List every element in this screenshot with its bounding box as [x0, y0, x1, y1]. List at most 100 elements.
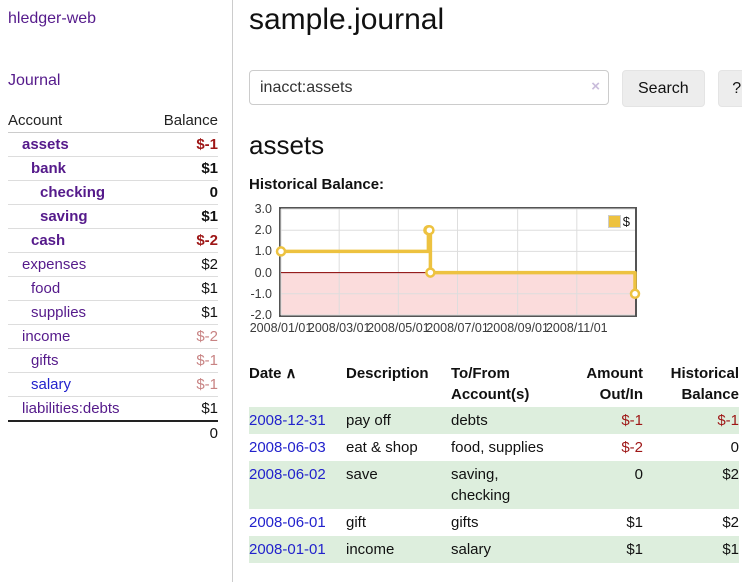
chart-plot-area: $	[275, 207, 641, 317]
account-link-liabilities-debts[interactable]: liabilities:debts	[22, 400, 120, 417]
register-balance-cell: $2	[722, 514, 739, 531]
journal-link[interactable]: Journal	[8, 72, 61, 89]
accounts-total-value: 0	[149, 420, 218, 445]
account-link-salary[interactable]: salary	[31, 376, 72, 393]
register-amount-cell: $1	[626, 514, 643, 531]
register-date-cell: 2008-06-02	[249, 461, 346, 509]
account-row: saving $1	[8, 204, 218, 229]
main-content: sample.journal × Search ? assets Histori…	[233, 0, 742, 582]
account-link-gifts[interactable]: gifts	[31, 352, 59, 369]
account-link-bank[interactable]: bank	[31, 160, 67, 177]
search-button[interactable]: Search	[622, 70, 705, 107]
account-row: salary $-1	[8, 372, 218, 397]
x-axis-tick-label: 2008/05/01	[367, 321, 430, 335]
account-name-cell: income	[8, 324, 150, 349]
y-axis-tick-label: 3.0	[254, 202, 272, 216]
x-axis-tick-label: 2008/11/01	[545, 321, 608, 335]
account-row: bank $1	[8, 156, 218, 181]
chart-wrap: $ 3.0 2.0 1.0 0.0 -1.0 -2.0 2008/01/01 2008/03/…	[250, 202, 641, 335]
account-balance: $-1	[149, 348, 218, 373]
x-axis-tick-label: 2008/09/01	[486, 321, 549, 335]
transaction-date-link[interactable]: 2008-06-01	[249, 514, 326, 531]
account-row: assets $-1	[8, 132, 218, 157]
account-line: gifts	[451, 514, 479, 531]
y-axis-tick-label: -1.0	[250, 286, 272, 301]
account-link-expenses[interactable]: expenses	[22, 256, 87, 273]
sidebar: hledger-web Journal Account Balance asse…	[0, 0, 233, 582]
account-balance: $-1	[149, 132, 218, 157]
register-col-description: Description	[346, 365, 429, 382]
account-name-cell: saving	[8, 204, 150, 229]
account-name-cell: expenses	[8, 252, 150, 277]
register-row: 2008-06-01 gift gifts $1 $2	[249, 509, 739, 536]
account-row: cash $-2	[8, 228, 218, 253]
account-name-cell: food	[8, 276, 150, 301]
account-link-cash[interactable]: cash	[31, 232, 66, 249]
transaction-date-link[interactable]: 2008-06-03	[249, 439, 326, 456]
transaction-date-link[interactable]: 2008-12-31	[249, 412, 326, 429]
register-accounts-cell: salary	[451, 536, 579, 563]
y-axis-tick-label: 2.0	[254, 223, 272, 238]
accounts-header-row: Account Balance	[8, 109, 218, 133]
register-row: 2008-06-03 eat & shop food, supplies $-2 0	[249, 434, 739, 461]
account-row: gifts $-1	[8, 348, 218, 373]
account-name-cell: salary	[8, 372, 150, 397]
account-row: income $-2	[8, 324, 218, 349]
x-axis-tick-label: 2008/03/01	[307, 321, 371, 335]
accounts-col-balance: Balance	[149, 109, 218, 133]
register-accounts-cell: gifts	[451, 509, 579, 536]
search-box: ×	[249, 70, 609, 107]
accounts-table: Account Balance assets $-1 bank $1 checking 0…	[8, 109, 218, 445]
register-accounts-cell: saving, checking	[451, 461, 579, 509]
search-input[interactable]	[249, 70, 609, 105]
accounts-total-row: 0	[8, 420, 218, 445]
register-date-cell: 2008-01-01	[249, 536, 346, 563]
account-row: food $1	[8, 276, 218, 301]
register-col-balance: Historical Balance	[670, 365, 739, 403]
account-name-cell: cash	[8, 228, 150, 253]
account-name-cell: gifts	[8, 348, 150, 373]
register-date-cell: 2008-12-31	[249, 407, 346, 434]
register-amount-cell: $-2	[621, 439, 643, 456]
x-axis-tick-label: 2008/01/01	[249, 321, 313, 335]
account-link-food[interactable]: food	[31, 280, 61, 297]
account-balance: $1	[149, 276, 218, 301]
help-button[interactable]: ?	[717, 70, 742, 107]
y-axis-tick-label: -2.0	[250, 308, 272, 322]
register-balance-cell: $1	[722, 541, 739, 558]
account-line: saving,	[451, 466, 499, 483]
account-link-income[interactable]: income	[22, 328, 71, 345]
account-link-saving[interactable]: saving	[40, 208, 88, 225]
register-description-cell: save	[346, 466, 378, 483]
account-heading: assets	[249, 130, 325, 160]
register-col-date[interactable]: Date ∧	[249, 365, 297, 382]
balance-chart: $ 3.0 2.0 1.0 0.0 -1.0 -2.0 2008/01/01 2008/03/…	[250, 202, 641, 335]
account-balance: $-1	[149, 372, 218, 397]
accounts-col-account: Account	[8, 109, 150, 133]
account-link-assets[interactable]: assets	[22, 136, 69, 153]
x-axis-tick-label: 2008/07/01	[426, 321, 489, 335]
register-balance-cell: 0	[730, 439, 739, 456]
legend-label: $	[622, 214, 630, 229]
register-description-cell: gift	[346, 514, 367, 531]
register-table: Date ∧ Description To/From Account(s) Amo…	[249, 361, 739, 563]
account-row: checking 0	[8, 180, 218, 205]
clear-search-icon[interactable]: ×	[591, 78, 600, 95]
register-balance-cell: $-1	[717, 412, 739, 429]
register-col-amount: Amount Out/In	[586, 365, 643, 403]
transaction-date-link[interactable]: 2008-06-02	[249, 466, 326, 483]
transaction-date-link[interactable]: 2008-01-01	[249, 541, 326, 558]
account-link-checking[interactable]: checking	[40, 184, 106, 201]
register-description-cell: income	[346, 541, 395, 558]
register-amount-cell: $1	[626, 541, 643, 558]
account-row: liabilities:debts $1	[8, 396, 218, 422]
register-amount-cell: $-1	[621, 412, 643, 429]
account-link-supplies[interactable]: supplies	[31, 304, 87, 321]
account-line: checking	[451, 487, 511, 504]
account-balance: $-2	[149, 324, 218, 349]
register-row: 2008-01-01 income salary $1 $1	[249, 536, 739, 563]
app-title-link[interactable]: hledger-web	[8, 10, 97, 27]
register-amount-cell: 0	[634, 466, 643, 483]
search-row: × Search ?	[249, 70, 742, 107]
account-balance: $1	[149, 300, 218, 325]
